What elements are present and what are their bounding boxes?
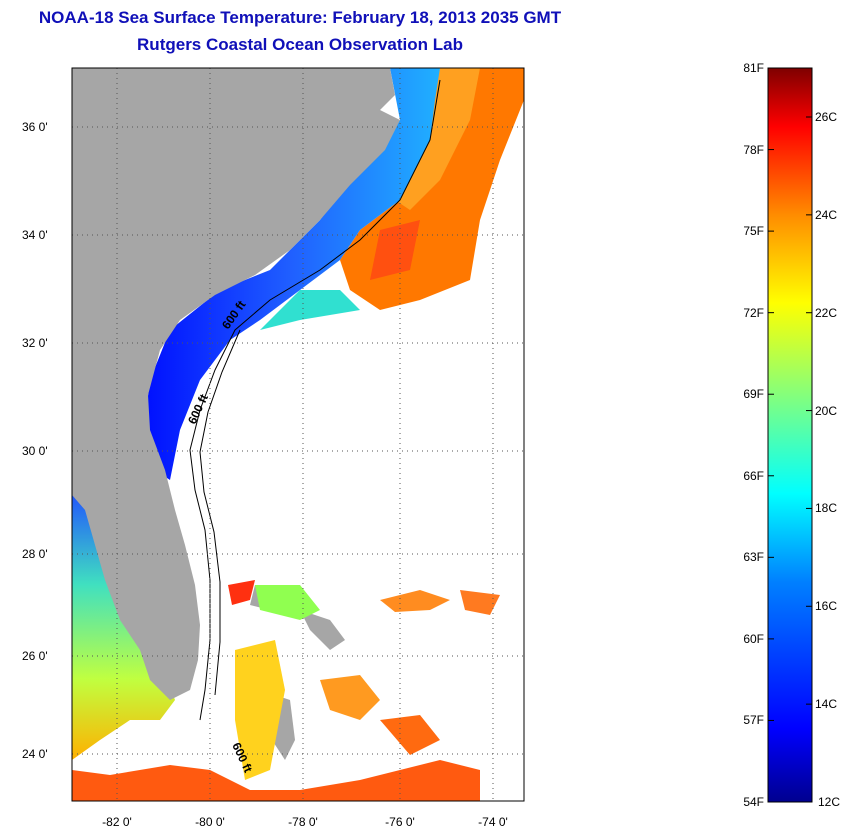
bahamas-bank-sst [255,585,320,620]
lon-grid [116,68,494,801]
colorbar-c-label: 24C [815,207,838,222]
colorbar [767,67,813,803]
colorbar-ticks-c [806,116,812,803]
colorbar-f-label: 66F [743,468,764,483]
warm-band [395,68,480,210]
sst-patch [460,590,500,615]
lon-tick-label: -80 0' [195,815,225,829]
lat-tick-label: 26 0' [22,649,48,663]
map-plot-area [72,68,524,801]
lon-tick-label: -76 0' [385,815,415,829]
us-mainland-land [72,68,400,700]
colorbar-f-label: 72F [743,305,764,320]
lat-tick-labels: 36 0' 34 0' 32 0' 30 0' 28 0' 26 0' 24 0… [22,120,48,761]
colorbar-ticks-f [768,67,774,803]
colorbar-c-label: 16C [815,599,838,614]
map-subtitle: Rutgers Coastal Ocean Observation Lab [137,35,463,54]
lon-tick-label: -74 0' [478,815,508,829]
florida-keys-sst [72,760,480,801]
lat-tick-label: 36 0' [22,120,48,134]
lat-tick-label: 30 0' [22,444,48,458]
colorbar-f-label: 69F [743,387,764,402]
lat-tick-label: 34 0' [22,228,48,242]
isobath-contour [189,79,441,721]
shelf-green-band [260,290,360,330]
colorbar-f-label: 78F [743,142,764,157]
bahamas-bank-sst [380,715,440,755]
colorbar-f-label: 75F [743,224,764,239]
colorbar-f-label: 54F [743,795,764,809]
colorbar-c-label: 26C [815,110,838,124]
sst-patch [380,590,450,612]
lat-grid [72,126,524,755]
colorbar-f-label: 57F [743,713,764,728]
lon-tick-labels: -82 0' -80 0' -78 0' -76 0' -74 0' [102,815,508,829]
colorbar-c-label: 22C [815,305,838,320]
lon-tick-label: -78 0' [288,815,318,829]
colorbar-c-label: 14C [815,697,838,712]
map-title: NOAA-18 Sea Surface Temperature: Februar… [38,8,562,27]
lat-tick-label: 32 0' [22,336,48,350]
colorbar-f-label: 81F [743,61,764,75]
colorbar-c-label: 20C [815,403,838,418]
lat-tick-label: 24 0' [22,747,48,761]
colorbar-c-label: 18C [815,501,838,516]
bahamas-bank-sst [235,640,285,780]
bahamas-island [300,610,345,650]
bahamas-bank-sst [320,675,380,720]
colorbar-f-label: 63F [743,550,764,565]
map-frame [71,67,525,802]
sst-patch [228,580,255,605]
lon-tick-label: -82 0' [102,815,132,829]
colorbar-c-label: 12C [818,795,841,809]
coastal-cold-water [145,68,440,480]
isobath-contour [199,329,241,696]
colorbar-f-label: 60F [743,631,764,646]
lat-tick-label: 28 0' [22,547,48,561]
